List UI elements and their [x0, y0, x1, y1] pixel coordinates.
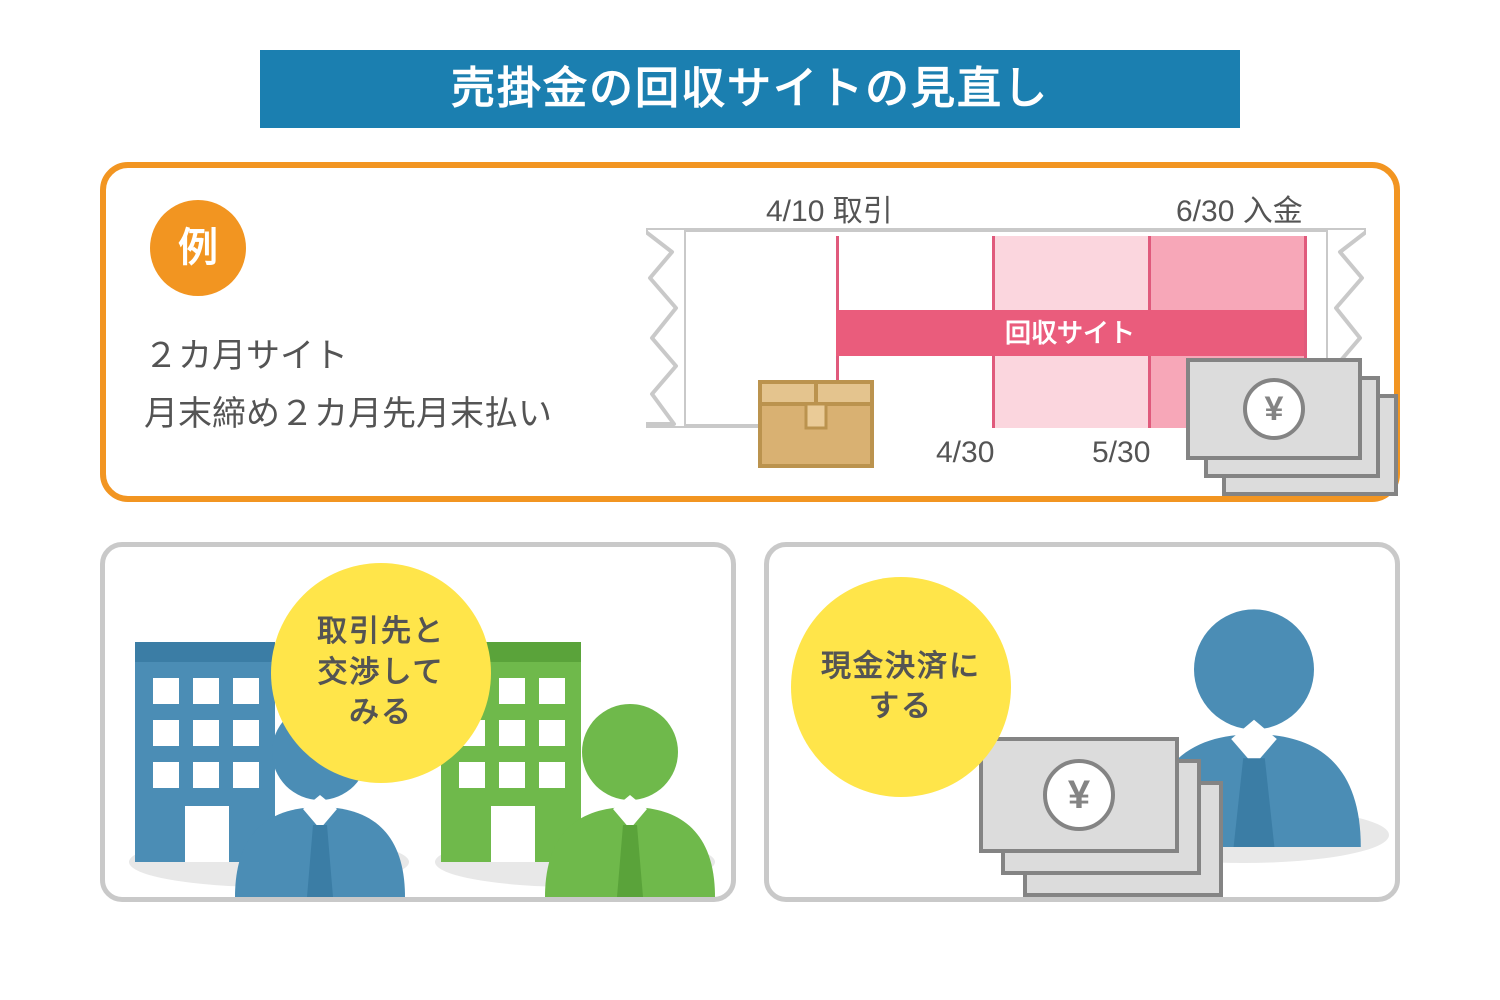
cash-bubble-text: 現金決済に する	[821, 647, 981, 728]
example-description: ２カ月サイト 月末締め２カ月先月末払い	[144, 328, 552, 444]
ribbon-torn-left-icon	[646, 228, 686, 428]
bill-icon: ¥	[1186, 358, 1362, 460]
infographic-stage: 売掛金の回収サイトの見直し 例 ２カ月サイト 月末締め２カ月先月末払い 4/10…	[90, 0, 1410, 1000]
timeline-top-label-0: 4/10 取引	[766, 186, 893, 230]
example-line-1: ２カ月サイト	[144, 328, 552, 386]
page-title: 売掛金の回収サイトの見直し	[260, 50, 1240, 128]
yen-coin-icon: ¥	[1243, 378, 1305, 440]
negotiate-bubble: 取引先と 交渉して みる	[271, 563, 491, 783]
yen-coin-icon: ¥	[1043, 759, 1115, 831]
negotiate-bubble-text: 取引先と 交渉して みる	[317, 612, 445, 734]
money-stack-icon: ¥	[1186, 358, 1406, 508]
cash-card: ¥ 現金決済に する	[764, 542, 1400, 902]
example-panel: 例 ２カ月サイト 月末締め２カ月先月末払い 4/10 取引 6/30 入金 回収…	[100, 162, 1400, 502]
money-stack-icon: ¥	[979, 737, 1239, 907]
collection-timeline: 4/10 取引 6/30 入金 回収サイト	[646, 228, 1366, 428]
cash-bubble: 現金決済に する	[791, 577, 1011, 797]
package-box-icon	[756, 378, 876, 470]
example-badge: 例	[150, 200, 246, 296]
person-green-icon	[535, 697, 725, 897]
timeline-band-label: 回収サイト	[836, 310, 1304, 356]
timeline-bottom-label-1: 5/30	[1092, 436, 1150, 470]
negotiate-card: 取引先と 交渉して みる	[100, 542, 736, 902]
example-line-2: 月末締め２カ月先月末払い	[144, 386, 552, 444]
bill-icon: ¥	[979, 737, 1179, 853]
timeline-bottom-label-0: 4/30	[936, 436, 994, 470]
timeline-top-label-1: 6/30 入金	[1176, 186, 1303, 230]
